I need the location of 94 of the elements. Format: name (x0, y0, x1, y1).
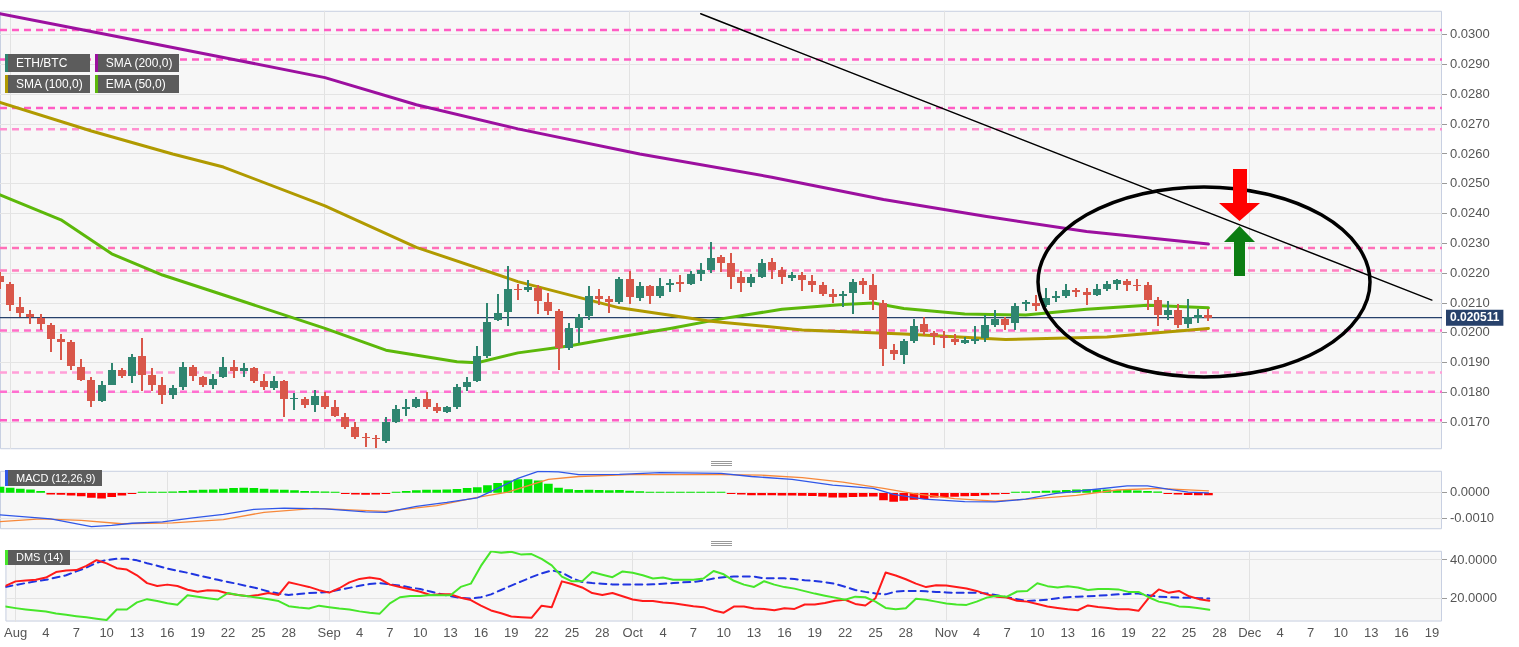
x-tick-label: 28 (1212, 624, 1227, 640)
y-tick-label: 0.0220 (1450, 264, 1490, 280)
x-tick-label: 4 (355, 624, 364, 640)
candlestick (290, 393, 298, 410)
x-tick-label: 22 (837, 624, 853, 640)
bar (584, 489, 594, 493)
y-tick-label: 20.0000 (1450, 589, 1497, 605)
x-tick-label: 7 (386, 624, 394, 640)
y-tick-label: 0.0260 (1450, 145, 1490, 161)
x-tick-label: 16 (1394, 624, 1409, 640)
bar (188, 490, 198, 493)
bar (858, 493, 868, 497)
bar (848, 493, 858, 498)
y-tick-label: 0.0290 (1450, 56, 1490, 72)
bar (259, 488, 269, 493)
legend-label: SMA (200,0) (94, 54, 180, 72)
x-tick-label: 16 (473, 624, 489, 640)
x-tick-label: 28 (281, 624, 296, 640)
x-tick-label: 7 (689, 624, 697, 640)
x-tick-label: 19 (190, 624, 205, 640)
y-tick-label: 0.0180 (1450, 384, 1490, 400)
x-tick-label: Nov (934, 624, 959, 640)
bar (574, 489, 584, 493)
x-tick-label: 16 (1090, 624, 1106, 640)
x-tick-label: 10 (716, 624, 731, 640)
bar (117, 493, 127, 496)
x-tick-label: 4 (973, 624, 981, 640)
y-tick-label: 0.0000 (1450, 484, 1490, 500)
y-tick-label: 0.0270 (1450, 115, 1490, 131)
x-tick-label: 16 (160, 624, 175, 640)
legend-label: ETH/BTC (5, 54, 90, 72)
legend-label: EMA (50,0) (94, 75, 180, 93)
x-tick-label: 10 (1030, 624, 1045, 640)
x-tick-label: 22 (220, 624, 236, 640)
x-tick-label: 10 (412, 624, 428, 640)
y-tick-label: 0.0190 (1450, 354, 1490, 370)
bar (249, 488, 259, 493)
x-tick-label: 13 (1363, 624, 1379, 640)
candlestick (514, 284, 522, 300)
bar (594, 489, 604, 493)
x-tick-label: 25 (251, 624, 266, 640)
x-tick-label: 4 (659, 624, 667, 640)
legend-label: DMS (14) (5, 550, 71, 565)
x-tick-label: Dec (1238, 624, 1262, 640)
bar (787, 493, 797, 496)
x-tick-label: 28 (595, 624, 610, 640)
x-tick-label: 7 (72, 624, 80, 640)
y-tick-label: 0.0170 (1450, 413, 1490, 429)
candlestick (1133, 279, 1141, 291)
bar (66, 493, 76, 496)
bar (452, 488, 462, 493)
x-tick-label: 13 (443, 624, 458, 640)
x-tick-label: 25 (564, 624, 580, 640)
y-tick-label: 0.0300 (1450, 26, 1490, 42)
y-tick-label: 40.0000 (1450, 551, 1497, 567)
y-tick-label: 0.0230 (1450, 235, 1490, 250)
x-tick-label: Sep (317, 624, 341, 640)
x-tick-label: 10 (1333, 624, 1349, 640)
y-tick-label: 0.0210 (1450, 294, 1490, 310)
bar (777, 493, 787, 496)
x-tick-label: 4 (1276, 624, 1284, 640)
x-tick-label: 19 (1121, 624, 1136, 640)
y-tick-label: 0.0280 (1450, 85, 1490, 101)
x-tick-label: 13 (129, 624, 145, 640)
bar (198, 489, 208, 493)
x-tick-label: 19 (807, 624, 823, 640)
x-tick-label: 25 (868, 624, 883, 640)
x-tick-label: 4 (42, 624, 50, 640)
x-tick-label: Oct (622, 624, 644, 640)
x-tick-label: 19 (504, 624, 519, 640)
bar (462, 488, 472, 493)
y-tick-label: 0.0240 (1450, 205, 1490, 221)
bar (838, 493, 848, 498)
x-tick-label: 22 (1151, 624, 1166, 640)
y-tick-label: 0.0200 (1450, 324, 1490, 340)
x-tick-label: 19 (1424, 624, 1440, 640)
legend-label: MACD (12,26,9) (5, 470, 103, 486)
x-tick-label: 7 (1306, 624, 1315, 640)
x-tick-label: 28 (898, 624, 914, 640)
x-tick-label: Aug (4, 624, 28, 640)
x-tick-label: 13 (746, 624, 762, 640)
x-tick-label: 16 (777, 624, 792, 640)
bar (970, 493, 980, 497)
y-tick-label: 0.0250 (1450, 175, 1490, 191)
x-tick-label: 25 (1181, 624, 1197, 640)
candlestick (372, 435, 380, 448)
legend-label: SMA (100,0) (5, 75, 90, 93)
x-tick-label: 13 (1060, 624, 1075, 640)
x-tick-label: 7 (1003, 624, 1011, 640)
y-tick-label: -0.0010 (1450, 510, 1495, 526)
x-tick-label: 22 (534, 624, 549, 640)
ref-line-label: 0.020511 (1450, 310, 1500, 325)
x-tick-label: 10 (99, 624, 114, 640)
candlestick (362, 433, 370, 447)
